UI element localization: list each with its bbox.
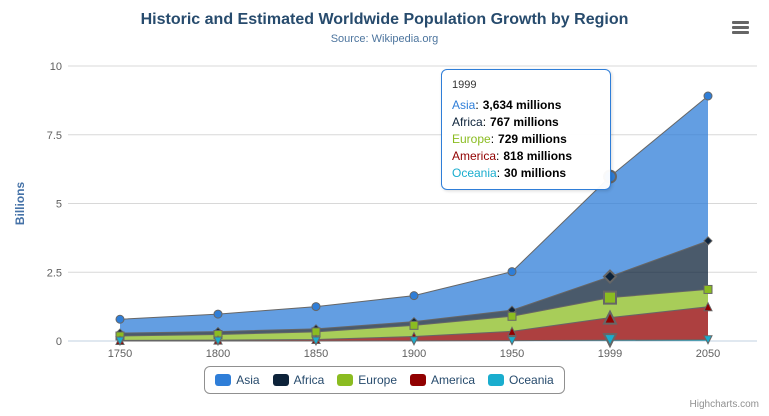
marker-america-2050[interactable]	[703, 301, 713, 312]
x-axis-tick-label: 1800	[206, 348, 230, 360]
marker-oceania-1800[interactable]	[213, 336, 223, 347]
marker-oceania-1999[interactable]	[602, 333, 618, 349]
legend-label: Africa	[293, 373, 325, 387]
marker-europe-1900[interactable]	[409, 320, 419, 330]
marker-america-1950[interactable]	[507, 326, 517, 336]
y-axis-tick-label: 10	[50, 61, 62, 73]
tooltip-row: America: 818 millions	[452, 149, 573, 163]
hamburger-bar	[732, 21, 749, 24]
marker-america-1999[interactable]	[602, 309, 618, 325]
y-axis-tick-label: 2.5	[47, 267, 62, 279]
legend-item-asia[interactable]: Asia	[215, 373, 260, 387]
x-axis-tick-label: 1950	[500, 348, 524, 360]
legend-box: Asia Africa Europe America Oceania	[204, 366, 565, 394]
x-axis-tick-label: 1999	[598, 348, 622, 360]
legend-item-europe[interactable]: Europe	[337, 373, 397, 387]
y-axis-tick-label: 0	[56, 336, 62, 348]
legend: Asia Africa Europe America Oceania	[0, 366, 769, 394]
tooltip-row: Europe: 729 millions	[452, 132, 567, 146]
x-axis-tick-label: 1850	[304, 348, 328, 360]
hamburger-bar	[732, 31, 749, 34]
legend-label: America	[431, 373, 476, 387]
tooltip-row: Oceania: 30 millions	[452, 166, 567, 180]
chart-title: Historic and Estimated Worldwide Populat…	[140, 11, 629, 28]
hamburger-bar	[732, 26, 749, 29]
marker-europe-1999[interactable]	[603, 290, 617, 305]
credits-link[interactable]: Highcharts.com	[689, 399, 759, 410]
marker-asia-1850[interactable]	[311, 302, 321, 312]
marker-africa-2050[interactable]	[703, 236, 713, 246]
legend-swatch-america	[410, 374, 426, 386]
tooltip-row: Africa: 767 millions	[452, 115, 559, 129]
tooltip-header: 1999	[452, 79, 477, 91]
hamburger-menu-icon[interactable]	[732, 21, 749, 36]
legend-swatch-europe	[337, 374, 354, 386]
tooltip: 1999 Asia: 3,634 millions Africa: 767 mill…	[441, 69, 611, 190]
marker-asia-1750[interactable]	[115, 314, 125, 324]
area-band-america[interactable]	[120, 306, 708, 341]
legend-item-africa[interactable]: Africa	[272, 373, 325, 387]
marker-oceania-1900[interactable]	[409, 336, 419, 346]
legend-swatch-africa	[272, 374, 289, 386]
area-band-africa[interactable]	[120, 240, 708, 336]
marker-asia-1800[interactable]	[213, 309, 223, 319]
legend-label: Asia	[236, 373, 260, 387]
marker-asia-2050[interactable]	[703, 91, 713, 101]
y-axis-title: Billions	[13, 182, 27, 226]
legend-swatch-asia	[215, 374, 232, 386]
area-band-asia[interactable]	[120, 96, 708, 334]
marker-africa-1999[interactable]	[602, 269, 618, 284]
x-axis-tick-label: 1750	[108, 348, 132, 360]
x-axis-tick-label: 1900	[402, 348, 426, 360]
tooltip-row: Asia: 3,634 millions	[452, 98, 562, 112]
y-axis-tick-label: 5	[56, 199, 62, 211]
marker-oceania-1950[interactable]	[507, 336, 517, 346]
legend-label: Europe	[358, 373, 397, 387]
x-axis-tick-label: 2050	[696, 348, 720, 360]
marker-oceania-1850[interactable]	[311, 336, 321, 347]
marker-oceania-1750[interactable]	[115, 336, 125, 347]
marker-asia-1950[interactable]	[507, 267, 517, 277]
chart-subtitle: Source: Wikipedia.org	[330, 33, 439, 45]
marker-europe-1950[interactable]	[507, 311, 517, 321]
legend-swatch-oceania	[488, 374, 505, 386]
legend-label: Oceania	[509, 373, 554, 387]
marker-europe-2050[interactable]	[703, 284, 713, 294]
y-axis-tick-label: 7.5	[47, 130, 62, 142]
marker-oceania-2050[interactable]	[703, 335, 713, 345]
legend-item-america[interactable]: America	[410, 373, 475, 387]
legend-item-oceania[interactable]: Oceania	[488, 373, 554, 387]
marker-asia-1900[interactable]	[409, 291, 419, 301]
